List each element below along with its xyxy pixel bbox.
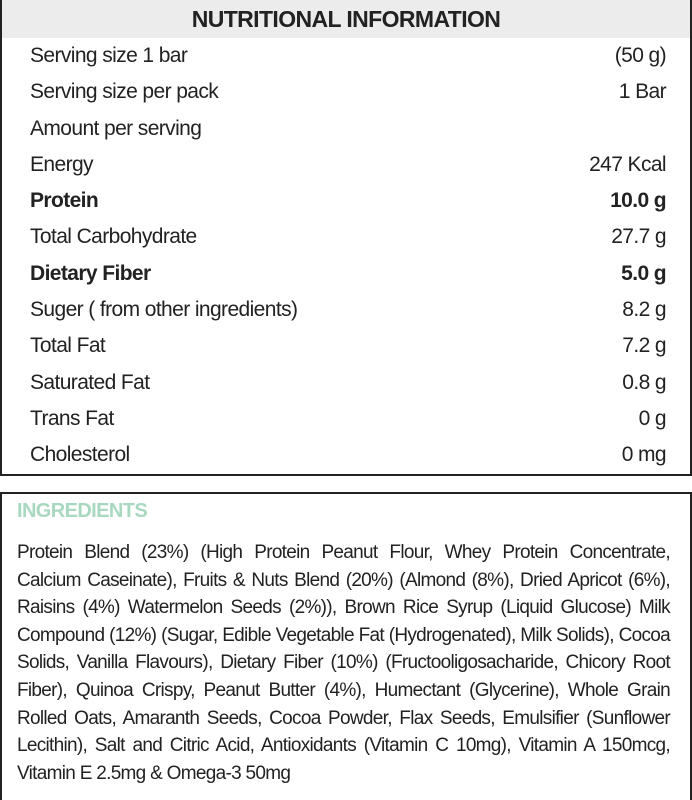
nutrient-value: 1 Bar — [618, 80, 667, 104]
nutrient-label: Amount per serving — [30, 116, 202, 140]
nutrient-label: Energy — [30, 152, 94, 176]
nutrition-table: NUTRITIONAL INFORMATION Serving size 1 b… — [0, 0, 692, 476]
nutrition-row: Serving size per pack 1 Bar — [2, 74, 690, 110]
nutrition-row: Cholesterol 0 mg — [2, 437, 690, 473]
nutrition-row: Total Fat 7.2 g — [2, 328, 690, 364]
nutrition-row: Serving size 1 bar (50 g) — [2, 38, 690, 74]
nutrient-label: Total Carbohydrate — [30, 225, 197, 249]
nutrition-row: Protein 10.0 g — [2, 183, 690, 219]
nutrition-row: Saturated Fat 0.8 g — [2, 365, 690, 401]
nutrient-value: 8.2 g — [622, 298, 666, 322]
nutrient-label: Serving size per pack — [30, 80, 219, 104]
nutrient-value: 247 Kcal — [589, 152, 667, 176]
nutrient-value: 0 g — [638, 406, 667, 430]
nutrient-value: 0 mg — [621, 443, 667, 467]
nutrition-row: Dietary Fiber 5.0 g — [2, 256, 690, 292]
ingredients-text: Protein Blend (23%) (High Protein Peanut… — [17, 542, 671, 784]
nutrient-value: 5.0 g — [621, 261, 666, 285]
nutrition-row: Suger ( from other ingredients) 8.2 g — [2, 292, 690, 328]
nutrient-label: Trans Fat — [30, 406, 114, 430]
nutrient-value: (50 g) — [614, 44, 667, 67]
nutrition-row: Energy 247 Kcal — [2, 147, 690, 183]
nutrition-row: Amount per serving — [2, 111, 690, 147]
nutrient-label: Suger ( from other ingredients) — [30, 298, 298, 322]
nutrient-value: 10.0 g — [610, 189, 667, 213]
ingredients-title: INGREDIENTS — [17, 500, 148, 522]
nutrition-title: NUTRITIONAL INFORMATION — [2, 0, 690, 38]
nutrient-label: Serving size 1 bar — [30, 44, 188, 67]
nutrient-value: 27.7 g — [611, 225, 666, 249]
nutrient-value: 7.2 g — [622, 334, 666, 358]
nutrient-label: Saturated Fat — [30, 370, 150, 394]
nutrient-label: Dietary Fiber — [30, 261, 151, 285]
nutrient-label: Total Fat — [30, 334, 106, 358]
nutrition-row: Total Carbohydrate 27.7 g — [2, 219, 690, 255]
nutrition-row: Trans Fat 0 g — [2, 401, 690, 437]
nutrient-label: Protein — [30, 189, 99, 213]
nutrition-rows: Serving size 1 bar (50 g) Serving size per… — [2, 38, 690, 474]
nutrient-label: Cholesterol — [30, 443, 130, 467]
ingredients-box: INGREDIENTS Protein Blend (23%) (High Pr… — [0, 492, 692, 800]
nutrient-value: 0.8 g — [622, 370, 666, 394]
